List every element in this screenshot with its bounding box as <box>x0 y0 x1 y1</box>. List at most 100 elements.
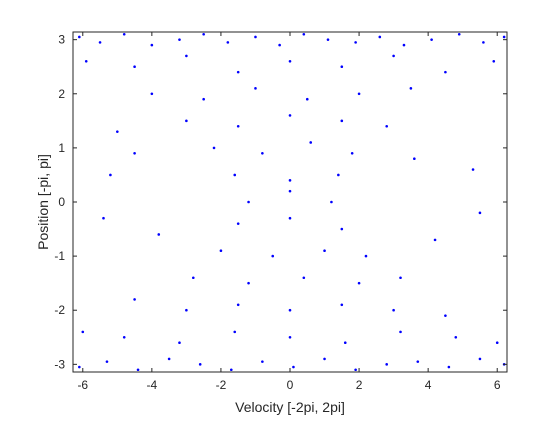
scatter-point <box>109 173 112 177</box>
scatter-point <box>98 41 102 44</box>
x-tick-label: -2 <box>216 378 227 392</box>
scatter-point <box>288 335 292 339</box>
scatter-point <box>326 38 330 41</box>
scatter-point <box>185 308 188 312</box>
scatter-point <box>392 308 395 312</box>
y-tick-label: 2 <box>58 87 65 101</box>
scatter-point <box>233 330 237 334</box>
scatter-point <box>482 41 485 44</box>
scatter-point <box>323 357 326 361</box>
scatter-point <box>309 141 313 144</box>
scatter-point <box>254 87 257 90</box>
points-layer <box>78 32 506 372</box>
scatter-point <box>478 357 482 361</box>
x-tick-label: 2 <box>356 378 363 392</box>
scatter-point <box>502 35 506 39</box>
scatter-point <box>340 65 344 69</box>
scatter-point <box>385 124 389 128</box>
scatter-point <box>236 124 240 128</box>
scatter-point <box>305 97 309 101</box>
scatter-point <box>150 43 154 47</box>
scatter-point <box>340 227 344 231</box>
scatter-point <box>150 92 154 96</box>
scatter-point <box>399 276 402 280</box>
x-tick-label: -4 <box>147 378 158 392</box>
scatter-point <box>192 276 195 280</box>
scatter-point <box>226 41 230 44</box>
x-tick-label: 4 <box>425 378 432 392</box>
scatter-point <box>430 38 433 41</box>
scatter-point <box>323 249 326 252</box>
scatter-point <box>288 60 292 63</box>
scatter-point <box>399 330 402 334</box>
y-tick-label: -3 <box>54 357 65 371</box>
scatter-point <box>133 152 136 155</box>
scatter-point <box>133 65 136 69</box>
scatter-point <box>340 303 344 307</box>
scatter-point <box>457 32 461 36</box>
scatter-point <box>444 70 447 74</box>
scatter-point <box>236 303 240 307</box>
scatter-point <box>413 157 416 161</box>
y-axis-label: Position [-pi, pi] <box>35 154 51 250</box>
scatter-point <box>302 276 306 280</box>
scatter-point <box>278 43 281 47</box>
scatter-point <box>471 168 475 171</box>
y-tick-label: 3 <box>58 33 65 47</box>
scatter-point <box>392 54 395 58</box>
scatter-point <box>81 330 85 334</box>
x-axis-label: Velocity [-2pi, 2pi] <box>235 399 345 415</box>
ticks-layer: -6 -4 -2 0 2 4 6 -3 -2 -1 0 1 2 3 <box>54 32 507 392</box>
scatter-point <box>219 249 223 252</box>
scatter-point <box>122 335 126 339</box>
scatter-point <box>236 222 240 225</box>
scatter-point <box>378 35 382 39</box>
scatter-point <box>288 189 292 193</box>
scatter-point <box>357 92 361 96</box>
scatter-point <box>157 233 161 236</box>
y-tick-label: 1 <box>58 141 65 155</box>
scatter-point <box>409 87 413 90</box>
y-tick-label: -2 <box>54 303 65 317</box>
scatter-point <box>288 308 292 312</box>
scatter-point <box>116 130 119 133</box>
scatter-point <box>178 38 181 41</box>
scatter-point <box>454 335 458 339</box>
scatter-point <box>302 32 306 36</box>
scatter-point <box>385 363 389 366</box>
scatter-point <box>350 152 354 155</box>
scatter-point <box>416 360 420 363</box>
y-tick-label: -1 <box>54 249 65 263</box>
scatter-point <box>185 119 188 123</box>
scatter-point <box>202 32 205 36</box>
scatter-point <box>261 152 264 155</box>
scatter-point <box>185 54 188 58</box>
scatter-point <box>337 173 340 177</box>
scatter-point <box>247 200 250 204</box>
scatter-point <box>229 368 233 372</box>
scatter-point <box>495 341 499 344</box>
scatter-point <box>167 357 171 361</box>
scatter-point <box>288 114 292 117</box>
scatter-point <box>247 281 250 285</box>
scatter-point <box>233 173 237 177</box>
scatter-point <box>478 211 482 215</box>
scatter-point <box>354 41 357 44</box>
scatter-point <box>198 363 202 366</box>
scatter-point <box>330 200 333 204</box>
scatter-point <box>236 70 240 74</box>
scatter-point <box>212 146 216 150</box>
scatter-point <box>271 254 275 258</box>
scatter-point <box>78 35 81 39</box>
scatter-point <box>133 298 136 301</box>
scatter-point <box>292 365 295 369</box>
scatter-point <box>340 119 344 123</box>
scatter-point <box>492 60 496 63</box>
scatter-point <box>178 341 181 344</box>
scatter-point <box>84 60 88 63</box>
scatter-point <box>447 365 451 369</box>
scatter-point <box>402 43 406 47</box>
scatter-point <box>122 32 126 36</box>
